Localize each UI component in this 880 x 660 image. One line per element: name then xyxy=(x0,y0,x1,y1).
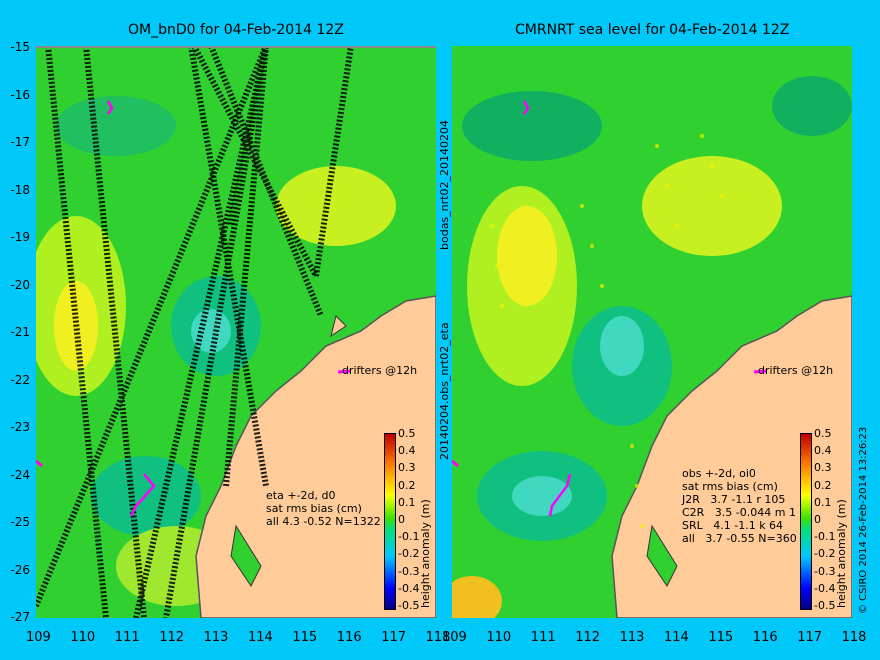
right-stats-line-2: J2R 3.7 -1.1 r 105 xyxy=(682,493,786,506)
colorbar-tick-label: 0.1 xyxy=(398,495,416,509)
right-drifters-label: drifters @12h xyxy=(758,364,834,377)
colorbar-tick-label: 0.5 xyxy=(814,427,832,440)
colorbar-tick-label: 0.2 xyxy=(814,478,832,492)
drifter-north xyxy=(106,100,114,115)
australia-landmass xyxy=(195,295,436,618)
y-tick-label: -20 xyxy=(10,277,30,292)
right-stats-line-5: all 3.7 -0.55 N=360 xyxy=(682,532,797,545)
left-colorbar-label: height anomaly (m) xyxy=(419,499,432,608)
x-tick-label: 112 xyxy=(575,630,601,645)
right-stats-annotation: obs +-2d, oi0 sat rms bias (cm) J2R 3.7 -1… xyxy=(682,467,797,545)
colorbar-tick-label: 0 xyxy=(398,513,405,526)
colorbar-tick-label: 0.4 xyxy=(398,444,416,458)
colorbar-tick-label: -0.2 xyxy=(398,547,420,561)
right-stats-line-0: obs +-2d, oi0 xyxy=(682,467,756,480)
right-map-svg xyxy=(452,46,852,618)
y-tick-label: -25 xyxy=(10,515,30,529)
x-tick-label: 110 xyxy=(70,630,96,645)
y-tick-label: -21 xyxy=(10,325,30,339)
middle-label-bottom: 20140204.obs_nrt02_eta xyxy=(438,322,451,460)
x-tick-label: 109 xyxy=(442,630,467,645)
y-tick-label: -26 xyxy=(10,562,30,577)
colorbar-tick-label: -0.1 xyxy=(814,530,836,544)
x-tick-label: 118 xyxy=(425,630,451,645)
anomaly-high-north xyxy=(276,166,396,246)
colorbar-tick-label: -0.1 xyxy=(398,530,420,544)
x-tick-label: 117 xyxy=(381,630,407,645)
x-tick-label: 115 xyxy=(708,630,734,645)
right-stats-line-4: SRL 4.1 -1.1 k 64 xyxy=(682,519,784,532)
colorbar-tick-label: 0.5 xyxy=(398,427,416,440)
y-tick-label: -24 xyxy=(10,467,30,482)
colorbar-tick-label: 0.2 xyxy=(398,478,416,492)
right-map-panel: drifters @12h obs +-2d, oi0 sat rms bias … xyxy=(452,46,852,618)
y-tick-label: -17 xyxy=(10,135,30,149)
right-colorbar-label: height anomaly (m) xyxy=(835,499,848,608)
shark-bay xyxy=(230,524,262,587)
left-colorbar xyxy=(384,433,396,610)
x-tick-label: 116 xyxy=(752,630,778,645)
x-tick-label: 117 xyxy=(797,630,823,645)
island xyxy=(330,315,347,338)
middle-label-top: bodas_nrt02_20140204 xyxy=(438,120,451,250)
satellite-tracks xyxy=(36,46,354,618)
left-panel-title: OM_bnD0 for 04-Feb-2014 12Z xyxy=(128,22,344,38)
colorbar-tick-label: -0.3 xyxy=(398,564,420,578)
right-colorbar xyxy=(800,433,812,610)
left-drifters-label: drifters @12h xyxy=(342,364,418,377)
colorbar-tick-label: 0.1 xyxy=(814,495,832,509)
x-tick-label: 111 xyxy=(114,630,140,645)
drifter-legend-arrow xyxy=(337,369,352,374)
right-stats-line-1: sat rms bias (cm) xyxy=(682,480,778,493)
left-stats-line-1: sat rms bias (cm) xyxy=(266,502,362,515)
credit-label: © CSIRO 2014 26-Feb-2014 13:26:23 xyxy=(858,426,869,614)
colorbar-tick-label: 0.3 xyxy=(398,461,416,475)
y-tick-label: -16 xyxy=(10,87,30,102)
left-stats-annotation: eta +-2d, d0 sat rms bias (cm) all 4.3 -0.… xyxy=(266,489,381,528)
colorbar-tick-label: 0 xyxy=(814,513,821,526)
y-tick-label: -22 xyxy=(10,372,30,387)
x-tick-label: 116 xyxy=(336,630,362,645)
left-stats-line-2: all 4.3 -0.52 N=1322 xyxy=(266,515,381,528)
colorbar-tick-label: -0.4 xyxy=(814,581,836,595)
y-tick-label: -27 xyxy=(10,610,30,624)
colorbar-tick-label: 0.3 xyxy=(814,461,832,475)
right-panel-title: CMRNRT sea level for 04-Feb-2014 12Z xyxy=(515,22,790,38)
drifter-west xyxy=(36,459,43,468)
left-map-panel: drifters @12h eta +-2d, d0 sat rms bias (… xyxy=(36,46,436,618)
colorbar-tick-label: -0.5 xyxy=(398,599,420,612)
x-tick-label: 114 xyxy=(248,630,273,645)
y-tick-label: -18 xyxy=(10,182,30,197)
x-tick-label: 113 xyxy=(203,630,229,645)
right-stats-line-3: C2R 3.5 -0.044 m 1 xyxy=(682,506,796,519)
anomaly-low-north xyxy=(56,96,176,156)
x-tick-label: 115 xyxy=(292,630,318,645)
colorbar-tick-label: -0.5 xyxy=(814,599,836,612)
x-tick-label: 113 xyxy=(619,630,645,645)
colorbar-tick-label: 0.4 xyxy=(814,444,832,458)
x-tick-label: 110 xyxy=(486,630,512,645)
x-tick-label: 109 xyxy=(26,630,51,645)
x-tick-label: 112 xyxy=(159,630,185,645)
x-tick-label: 111 xyxy=(530,630,556,645)
drifter-south xyxy=(129,473,156,517)
y-tick-label: -23 xyxy=(10,420,30,434)
colorbar-tick-label: -0.4 xyxy=(398,581,420,595)
x-tick-label: 118 xyxy=(841,630,867,645)
y-tick-label: -15 xyxy=(10,40,30,54)
left-map-svg xyxy=(36,46,436,618)
x-tick-label: 114 xyxy=(664,630,689,645)
observation-dots xyxy=(490,134,724,528)
colorbar-tick-label: -0.3 xyxy=(814,564,836,578)
left-stats-line-0: eta +-2d, d0 xyxy=(266,489,336,502)
y-tick-label: -19 xyxy=(10,230,30,244)
colorbar-tick-label: -0.2 xyxy=(814,547,836,561)
